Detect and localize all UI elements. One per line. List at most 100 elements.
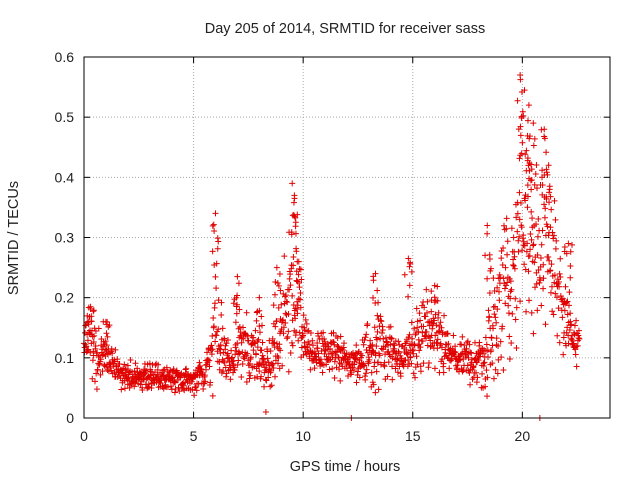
data-point (271, 291, 278, 298)
data-point (161, 372, 168, 379)
data-point (269, 361, 276, 368)
data-point (212, 273, 219, 280)
data-point (167, 383, 174, 390)
data-point (337, 347, 344, 354)
data-point (131, 368, 138, 375)
data-point (243, 378, 250, 385)
data-point (508, 340, 515, 347)
data-point (324, 340, 331, 347)
data-point (87, 349, 94, 356)
data-point (517, 199, 524, 206)
data-point (155, 361, 162, 368)
data-point (276, 341, 283, 348)
data-point (530, 330, 537, 337)
data-point (268, 367, 275, 374)
data-point (486, 290, 493, 297)
x-tick-label: 20 (515, 428, 531, 444)
data-point (293, 277, 300, 284)
data-point (493, 335, 500, 342)
data-point (551, 272, 558, 279)
data-point (516, 155, 523, 162)
data-point (500, 367, 507, 374)
data-point (438, 324, 445, 331)
data-point (372, 349, 379, 356)
data-point (321, 336, 328, 343)
data-point (228, 347, 235, 354)
data-point (245, 362, 252, 369)
data-point (214, 235, 221, 242)
data-point (118, 386, 125, 393)
data-point (500, 275, 507, 282)
data-point (417, 368, 424, 375)
data-point (210, 221, 217, 228)
data-point (216, 345, 223, 352)
y-tick-label: 0.2 (55, 290, 75, 306)
data-point (258, 313, 265, 320)
data-point (256, 307, 263, 314)
data-point (515, 248, 522, 255)
data-point (413, 305, 420, 312)
data-point (164, 384, 171, 391)
data-point (458, 350, 465, 357)
data-point (284, 333, 291, 340)
data-point (441, 312, 448, 319)
data-point (423, 329, 430, 336)
data-point (510, 261, 517, 268)
data-point (440, 360, 447, 367)
data-point (240, 335, 247, 342)
data-point (331, 375, 338, 382)
data-point (516, 216, 523, 223)
data-point (488, 346, 495, 353)
data-point (492, 366, 499, 373)
data-point (383, 338, 390, 345)
data-point (373, 343, 380, 350)
data-point (348, 369, 355, 376)
data-point (267, 348, 274, 355)
data-point (510, 234, 517, 241)
data-point (372, 299, 379, 306)
data-point (533, 161, 540, 168)
data-point (526, 175, 533, 182)
data-point (548, 283, 555, 290)
data-point (301, 324, 308, 331)
data-point (377, 317, 384, 324)
data-point (491, 287, 498, 294)
data-point (295, 337, 302, 344)
data-point (275, 360, 282, 367)
data-point (318, 347, 325, 354)
data-point (573, 317, 580, 324)
data-point (538, 302, 545, 309)
data-point (557, 255, 564, 262)
data-point (517, 132, 524, 139)
data-point (122, 365, 129, 372)
data-point (412, 374, 419, 381)
data-point (432, 311, 439, 318)
data-point (361, 362, 368, 369)
data-point (416, 341, 423, 348)
data-point (302, 316, 309, 323)
data-point (182, 366, 189, 373)
data-point (473, 369, 479, 376)
data-point (290, 262, 297, 269)
data-point (209, 346, 216, 353)
data-point (84, 337, 91, 344)
data-point (331, 358, 338, 365)
data-point (132, 360, 139, 367)
data-point (434, 297, 441, 304)
data-point (555, 305, 562, 312)
data-point (525, 102, 532, 109)
data-point (296, 284, 303, 291)
data-point (370, 294, 377, 301)
data-point (147, 372, 154, 379)
data-point (526, 252, 533, 259)
data-point (272, 373, 279, 380)
data-point (85, 346, 92, 353)
data-point (213, 285, 220, 292)
y-tick-label: 0 (66, 410, 74, 426)
data-point (410, 350, 417, 357)
data-point (207, 379, 214, 386)
data-point (365, 360, 372, 367)
data-point (525, 162, 532, 169)
